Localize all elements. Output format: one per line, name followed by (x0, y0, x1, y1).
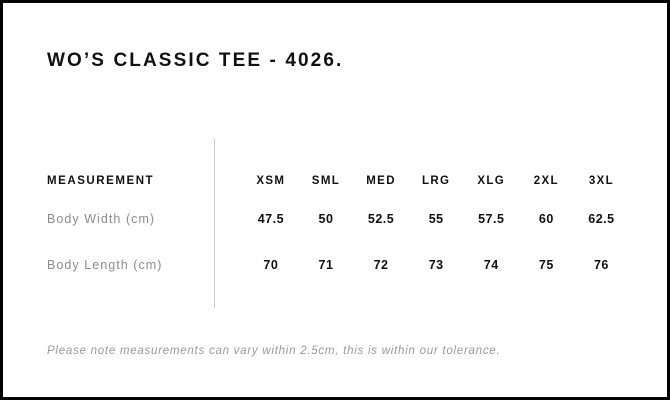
table-header: MEASUREMENT XSM SML MED LRG XLG (47, 163, 629, 196)
column-header-xsm: XSM (243, 163, 298, 196)
row-label: Body Length (cm) (47, 258, 163, 272)
cell-value: 55 (428, 212, 444, 226)
size-header-label: SML (311, 174, 341, 187)
tolerance-footnote: Please note measurements can vary within… (47, 345, 501, 357)
cell-value: 74 (483, 258, 499, 272)
cell-value: 62.5 (588, 212, 615, 226)
row-label-cell: Body Length (cm) (47, 242, 243, 288)
table-cell: 47.5 (243, 196, 298, 242)
size-header-label: XLG (477, 174, 506, 187)
table-cell: 60 (519, 196, 574, 242)
table-cell: 74 (464, 242, 519, 288)
cell-value: 72 (373, 258, 389, 272)
measurement-header-label: MEASUREMENT (47, 174, 155, 187)
table-row: Body Width (cm) 47.5 50 52.5 55 57.5 (47, 196, 629, 242)
table-body: Body Width (cm) 47.5 50 52.5 55 57.5 (47, 196, 629, 288)
cell-value: 50 (318, 212, 334, 226)
cell-value: 76 (593, 258, 609, 272)
column-header-2xl: 2XL (519, 163, 574, 196)
size-header-label: 2XL (533, 174, 559, 187)
table-header-row: MEASUREMENT XSM SML MED LRG XLG (47, 163, 629, 196)
table-cell: 57.5 (464, 196, 519, 242)
row-label-cell: Body Width (cm) (47, 196, 243, 242)
table-row: Body Length (cm) 70 71 72 73 74 (47, 242, 629, 288)
table-cell: 73 (409, 242, 464, 288)
column-header-measurement: MEASUREMENT (47, 163, 243, 196)
table-cell: 70 (243, 242, 298, 288)
column-header-med: MED (354, 163, 409, 196)
column-header-xlg: XLG (464, 163, 519, 196)
table-cell: 71 (298, 242, 353, 288)
table-cell: 55 (409, 196, 464, 242)
cell-value: 71 (318, 258, 334, 272)
cell-value: 52.5 (367, 212, 395, 226)
column-header-lrg: LRG (409, 163, 464, 196)
table-cell: 72 (354, 242, 409, 288)
column-header-sml: SML (298, 163, 353, 196)
cell-value: 70 (263, 258, 279, 272)
size-chart-table: MEASUREMENT XSM SML MED LRG XLG (47, 163, 629, 288)
size-header-label: XSM (256, 174, 286, 187)
size-header-label: LRG (421, 174, 451, 187)
column-header-3xl: 3XL (574, 163, 629, 196)
size-header-label: 3XL (588, 174, 615, 187)
row-label: Body Width (cm) (47, 212, 156, 226)
page-title: WO’S CLASSIC TEE - 4026. (47, 50, 344, 71)
cell-value: 75 (538, 258, 554, 272)
table-cell: 52.5 (354, 196, 409, 242)
vertical-divider (214, 139, 215, 308)
table-cell: 62.5 (574, 196, 629, 242)
table-cell: 50 (298, 196, 353, 242)
table-cell: 76 (574, 242, 629, 288)
cell-value: 60 (538, 212, 554, 226)
cell-value: 57.5 (478, 212, 505, 226)
size-header-label: MED (366, 174, 396, 187)
table-cell: 75 (519, 242, 574, 288)
cell-value: 47.5 (257, 212, 285, 226)
cell-value: 73 (428, 258, 444, 272)
